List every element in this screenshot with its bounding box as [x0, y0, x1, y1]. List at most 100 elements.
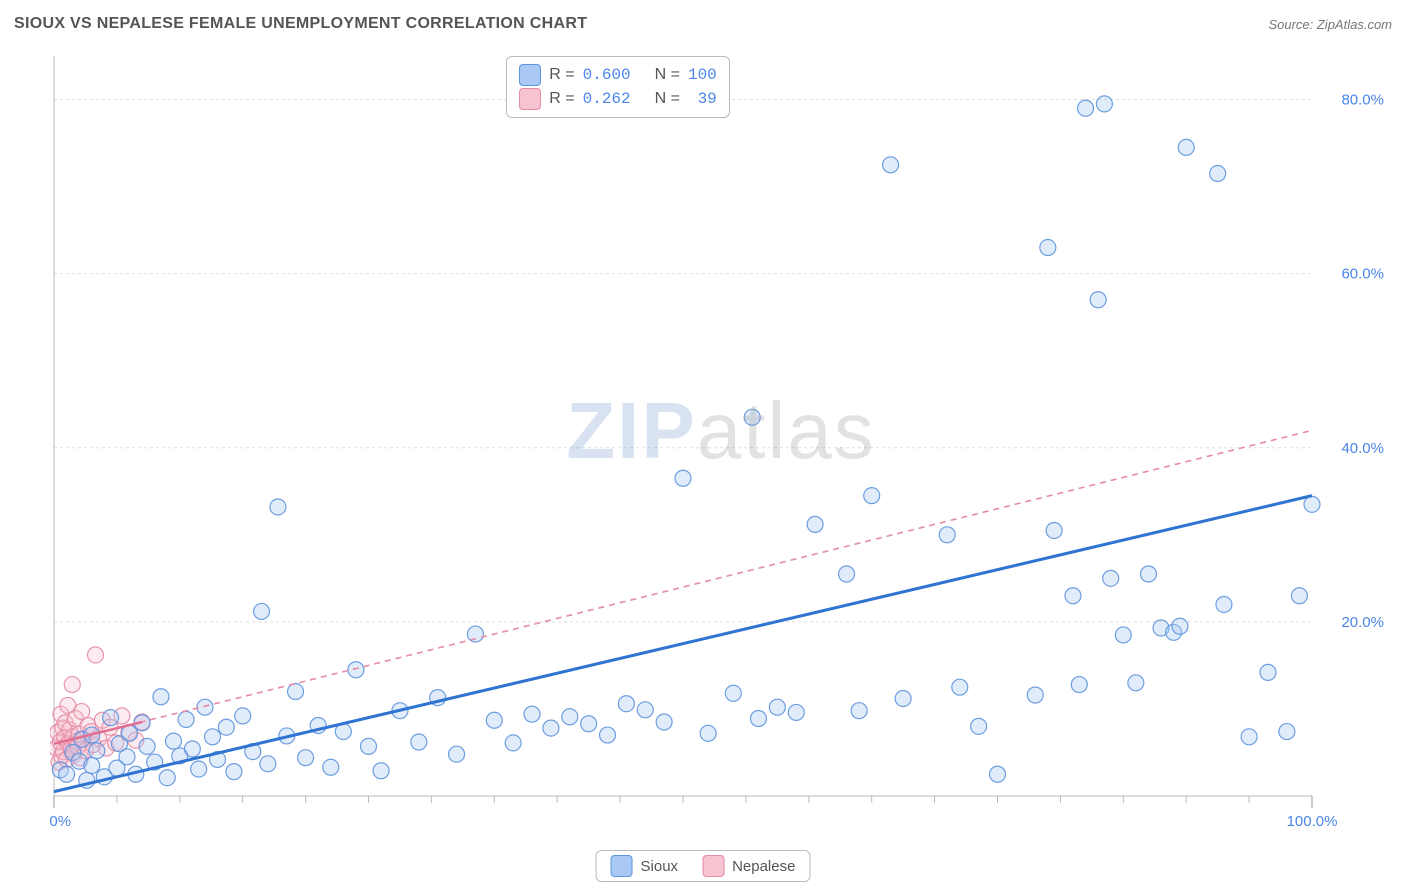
y-tick-label: 40.0% [1341, 440, 1384, 457]
scatter-point-sioux [84, 758, 100, 774]
scatter-point-sioux [1065, 588, 1081, 604]
scatter-point-sioux [184, 741, 200, 757]
scatter-point-sioux [839, 566, 855, 582]
scatter-point-sioux [971, 718, 987, 734]
scatter-point-sioux [218, 719, 234, 735]
scatter-point-sioux [675, 470, 691, 486]
scatter-point-sioux [1078, 100, 1094, 116]
scatter-point-sioux [1090, 292, 1106, 308]
stats-r-value: 0.600 [583, 63, 631, 87]
stats-r-label: R = [549, 63, 574, 87]
scatter-point-sioux [1260, 664, 1276, 680]
stats-n-value: 39 [688, 87, 717, 111]
scatter-point-sioux [373, 763, 389, 779]
scatter-point-nepalese [64, 677, 80, 693]
stats-row: R = 0.262 N = 39 [519, 87, 717, 111]
scatter-point-sioux [939, 527, 955, 543]
scatter-point-sioux [1241, 729, 1257, 745]
scatter-point-sioux [1071, 677, 1087, 693]
y-tick-label: 60.0% [1341, 266, 1384, 283]
y-tick-label: 80.0% [1341, 92, 1384, 109]
scatter-point-sioux [89, 743, 105, 759]
scatter-point-sioux [103, 710, 119, 726]
stats-row: R = 0.600 N = 100 [519, 63, 717, 87]
stats-n-value: 100 [688, 63, 717, 87]
scatter-point-sioux [191, 761, 207, 777]
legend: Sioux Nepalese [596, 850, 811, 882]
scatter-point-sioux [178, 711, 194, 727]
scatter-point-sioux [1210, 166, 1226, 182]
scatter-point-sioux [260, 756, 276, 772]
scatter-point-sioux [205, 729, 221, 745]
scatter-point-sioux [600, 727, 616, 743]
scatter-plot-svg: 20.0%40.0%60.0%80.0%0.0%100.0% [50, 48, 1392, 832]
scatter-point-sioux [1115, 627, 1131, 643]
scatter-point-nepalese [88, 647, 104, 663]
x-tick-label: 0.0% [50, 813, 71, 830]
scatter-point-sioux [750, 711, 766, 727]
chart-header: SIOUX VS NEPALESE FEMALE UNEMPLOYMENT CO… [0, 0, 1406, 48]
chart-source: Source: ZipAtlas.com [1268, 17, 1392, 32]
y-tick-label: 20.0% [1341, 614, 1384, 631]
scatter-point-sioux [1128, 675, 1144, 691]
scatter-point-sioux [618, 696, 634, 712]
scatter-point-sioux [895, 690, 911, 706]
scatter-point-sioux [270, 499, 286, 515]
legend-swatch [702, 855, 724, 877]
scatter-point-sioux [952, 679, 968, 695]
scatter-point-sioux [226, 764, 242, 780]
scatter-point-sioux [769, 699, 785, 715]
scatter-point-sioux [1279, 724, 1295, 740]
scatter-point-sioux [807, 516, 823, 532]
scatter-point-sioux [562, 709, 578, 725]
stats-r-label: R = [549, 87, 574, 111]
scatter-point-sioux [159, 770, 175, 786]
scatter-point-sioux [166, 733, 182, 749]
chart-title: SIOUX VS NEPALESE FEMALE UNEMPLOYMENT CO… [14, 15, 587, 33]
scatter-point-sioux [254, 603, 270, 619]
legend-item: Sioux [611, 855, 679, 877]
scatter-point-sioux [581, 716, 597, 732]
scatter-point-sioux [119, 749, 135, 765]
scatter-point-sioux [411, 734, 427, 750]
scatter-point-sioux [1304, 496, 1320, 512]
scatter-point-sioux [59, 766, 75, 782]
scatter-point-sioux [1178, 139, 1194, 155]
stats-r-value: 0.262 [583, 87, 631, 111]
scatter-point-sioux [235, 708, 251, 724]
plot-area: 20.0%40.0%60.0%80.0%0.0%100.0% ZIPatlas … [50, 48, 1392, 832]
legend-swatch [611, 855, 633, 877]
stats-n-label: N = [655, 63, 680, 87]
scatter-point-sioux [449, 746, 465, 762]
scatter-point-sioux [744, 409, 760, 425]
scatter-point-sioux [864, 488, 880, 504]
scatter-point-sioux [1103, 570, 1119, 586]
scatter-point-sioux [298, 750, 314, 766]
stats-swatch [519, 64, 541, 86]
scatter-point-sioux [1096, 96, 1112, 112]
stats-swatch [519, 88, 541, 110]
scatter-point-sioux [361, 738, 377, 754]
scatter-point-sioux [197, 699, 213, 715]
scatter-point-sioux [1140, 566, 1156, 582]
scatter-point-sioux [700, 725, 716, 741]
scatter-point-sioux [725, 685, 741, 701]
scatter-point-sioux [467, 626, 483, 642]
scatter-point-sioux [524, 706, 540, 722]
scatter-point-sioux [139, 738, 155, 754]
legend-label: Sioux [641, 858, 679, 875]
scatter-point-sioux [883, 157, 899, 173]
scatter-point-sioux [505, 735, 521, 751]
scatter-point-sioux [486, 712, 502, 728]
scatter-point-sioux [851, 703, 867, 719]
scatter-point-sioux [656, 714, 672, 730]
scatter-point-sioux [1172, 618, 1188, 634]
scatter-point-sioux [637, 702, 653, 718]
stats-n-label: N = [655, 87, 680, 111]
scatter-point-sioux [153, 689, 169, 705]
legend-label: Nepalese [732, 858, 795, 875]
scatter-point-sioux [323, 759, 339, 775]
scatter-point-sioux [1040, 240, 1056, 256]
scatter-point-sioux [348, 662, 364, 678]
scatter-point-sioux [1291, 588, 1307, 604]
